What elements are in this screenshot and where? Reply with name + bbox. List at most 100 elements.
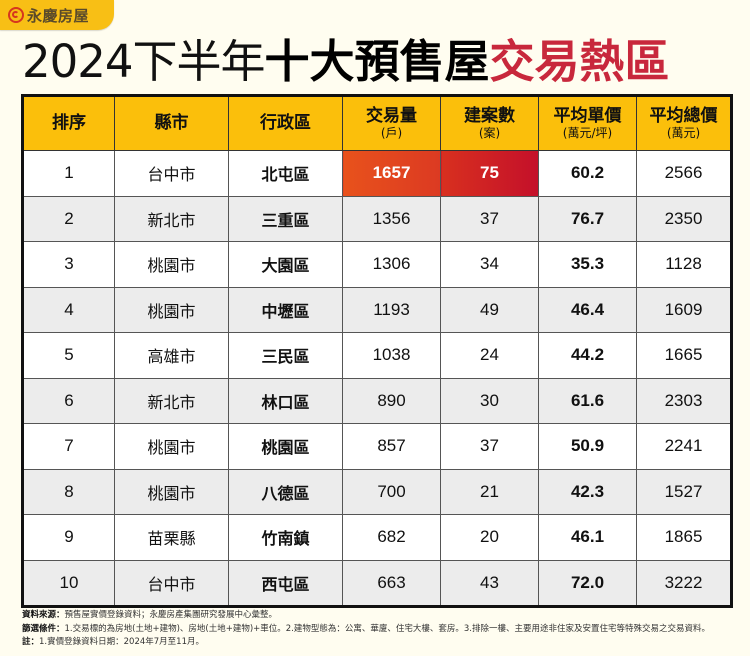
header-district: 行政區 <box>228 95 343 151</box>
cell-rank: 5 <box>22 332 115 379</box>
cell-district: 北屯區 <box>228 150 343 197</box>
ranking-table: 排序 縣市 行政區 交易量 (戶) 建案數 (案) 平均單價 (萬元/坪) 平均總價(… <box>21 94 733 608</box>
cell-volume: 682 <box>342 514 441 561</box>
cell-projects: 37 <box>440 423 539 470</box>
cell-rank: 3 <box>22 241 115 288</box>
cell-unit-price: 46.4 <box>538 286 637 333</box>
cell-city: 桃園市 <box>114 468 229 515</box>
table-header-row: 排序 縣市 行政區 交易量 (戶) 建案數 (案) 平均單價 (萬元/坪) 平均總價(… <box>22 95 732 151</box>
table-row: 2 新北市 三重區 1356 37 76.7 2350 <box>22 195 732 242</box>
cell-volume: 663 <box>342 559 441 607</box>
title-highlight: 交易熱區 <box>489 35 670 88</box>
header-unit-price: 平均單價 (萬元/坪) <box>538 95 637 151</box>
cell-city: 高雄市 <box>114 332 229 379</box>
cell-projects-highlight: 75 <box>440 150 539 197</box>
cell-rank: 4 <box>22 286 115 333</box>
cell-projects: 24 <box>440 332 539 379</box>
cell-unit-price: 76.7 <box>538 195 637 242</box>
table-row: 6 新北市 林口區 890 30 61.6 2303 <box>22 377 732 424</box>
page-title: 2024下半年 十大預售屋 交易熱區 <box>22 36 670 88</box>
cell-city: 苗栗縣 <box>114 514 229 561</box>
cell-district: 八德區 <box>228 468 343 515</box>
cell-rank: 6 <box>22 377 115 424</box>
cell-total-price: 2350 <box>636 195 732 242</box>
cell-volume-highlight: 1657 <box>342 150 441 197</box>
cell-district: 竹南鎮 <box>228 514 343 561</box>
header-volume: 交易量 (戶) <box>342 95 441 151</box>
cell-volume: 890 <box>342 377 441 424</box>
cell-city: 台中市 <box>114 559 229 607</box>
table-row: 9 苗栗縣 竹南鎮 682 20 46.1 1865 <box>22 514 732 561</box>
table-row: 4 桃園市 中壢區 1193 49 46.4 1609 <box>22 286 732 333</box>
cell-volume: 857 <box>342 423 441 470</box>
note-filter: 篩選條件：1.交易標的為房地(土地+建物)、房地(土地+建物)+車位。2.建物型… <box>22 623 710 634</box>
cell-rank: 9 <box>22 514 115 561</box>
cell-district: 西屯區 <box>228 559 343 607</box>
cell-unit-price: 46.1 <box>538 514 637 561</box>
cell-unit-price: 60.2 <box>538 150 637 197</box>
table-row: 7 桃園市 桃園區 857 37 50.9 2241 <box>22 423 732 470</box>
cell-unit-price: 42.3 <box>538 468 637 515</box>
brand-name: 永慶房屋 <box>27 6 90 25</box>
table-row: 3 桃園市 大園區 1306 34 35.3 1128 <box>22 241 732 288</box>
cell-unit-price: 44.2 <box>538 332 637 379</box>
cell-total-price: 1665 <box>636 332 732 379</box>
cell-rank: 7 <box>22 423 115 470</box>
brand-logo: 永慶房屋 <box>0 0 114 30</box>
cell-rank: 1 <box>22 150 115 197</box>
cell-volume: 1356 <box>342 195 441 242</box>
cell-city: 桃園市 <box>114 423 229 470</box>
title-period: 2024下半年 <box>22 35 266 88</box>
cell-volume: 1038 <box>342 332 441 379</box>
cell-city: 新北市 <box>114 377 229 424</box>
cell-city: 台中市 <box>114 150 229 197</box>
cell-rank: 8 <box>22 468 115 515</box>
cell-projects: 21 <box>440 468 539 515</box>
cell-projects: 49 <box>440 286 539 333</box>
note-remark: 註：1.實價登錄資料日期：2024年7月至11月。 <box>22 637 204 647</box>
cell-city: 桃園市 <box>114 286 229 333</box>
cell-total-price: 1609 <box>636 286 732 333</box>
table-row: 8 桃園市 八德區 700 21 42.3 1527 <box>22 468 732 515</box>
cell-volume: 1306 <box>342 241 441 288</box>
cell-volume: 700 <box>342 468 441 515</box>
cell-unit-price: 50.9 <box>538 423 637 470</box>
note-source: 資料來源：預售屋實價登錄資料；永慶房產集團研究發展中心彙整。 <box>22 610 278 620</box>
cell-city: 新北市 <box>114 195 229 242</box>
cell-total-price: 1128 <box>636 241 732 288</box>
table-row: 5 高雄市 三民區 1038 24 44.2 1665 <box>22 332 732 379</box>
title-subject: 十大預售屋 <box>264 35 490 88</box>
cell-total-price: 2241 <box>636 423 732 470</box>
cell-unit-price: 35.3 <box>538 241 637 288</box>
cell-district: 三民區 <box>228 332 343 379</box>
table-row: 10 台中市 西屯區 663 43 72.0 3222 <box>22 559 732 607</box>
cell-rank: 10 <box>22 559 115 607</box>
cell-total-price: 2303 <box>636 377 732 424</box>
logo-icon <box>8 7 24 23</box>
cell-district: 大園區 <box>228 241 343 288</box>
footnotes: 資料來源：預售屋實價登錄資料；永慶房產集團研究發展中心彙整。 篩選條件：1.交易… <box>22 609 710 650</box>
cell-city: 桃園市 <box>114 241 229 288</box>
cell-rank: 2 <box>22 195 115 242</box>
cell-projects: 43 <box>440 559 539 607</box>
cell-projects: 37 <box>440 195 539 242</box>
cell-total-price: 2566 <box>636 150 732 197</box>
header-rank: 排序 <box>22 95 115 151</box>
table-row: 1 台中市 北屯區 1657 75 60.2 2566 <box>22 150 732 197</box>
header-total-price: 平均總價 (萬元) <box>636 95 732 151</box>
cell-unit-price: 61.6 <box>538 377 637 424</box>
cell-district: 三重區 <box>228 195 343 242</box>
cell-district: 林口區 <box>228 377 343 424</box>
cell-projects: 30 <box>440 377 539 424</box>
header-city: 縣市 <box>114 95 229 151</box>
cell-district: 桃園區 <box>228 423 343 470</box>
header-projects: 建案數 (案) <box>440 95 539 151</box>
cell-projects: 20 <box>440 514 539 561</box>
cell-projects: 34 <box>440 241 539 288</box>
cell-total-price: 1527 <box>636 468 732 515</box>
cell-total-price: 1865 <box>636 514 732 561</box>
cell-district: 中壢區 <box>228 286 343 333</box>
cell-total-price: 3222 <box>636 559 732 607</box>
cell-unit-price: 72.0 <box>538 559 637 607</box>
cell-volume: 1193 <box>342 286 441 333</box>
